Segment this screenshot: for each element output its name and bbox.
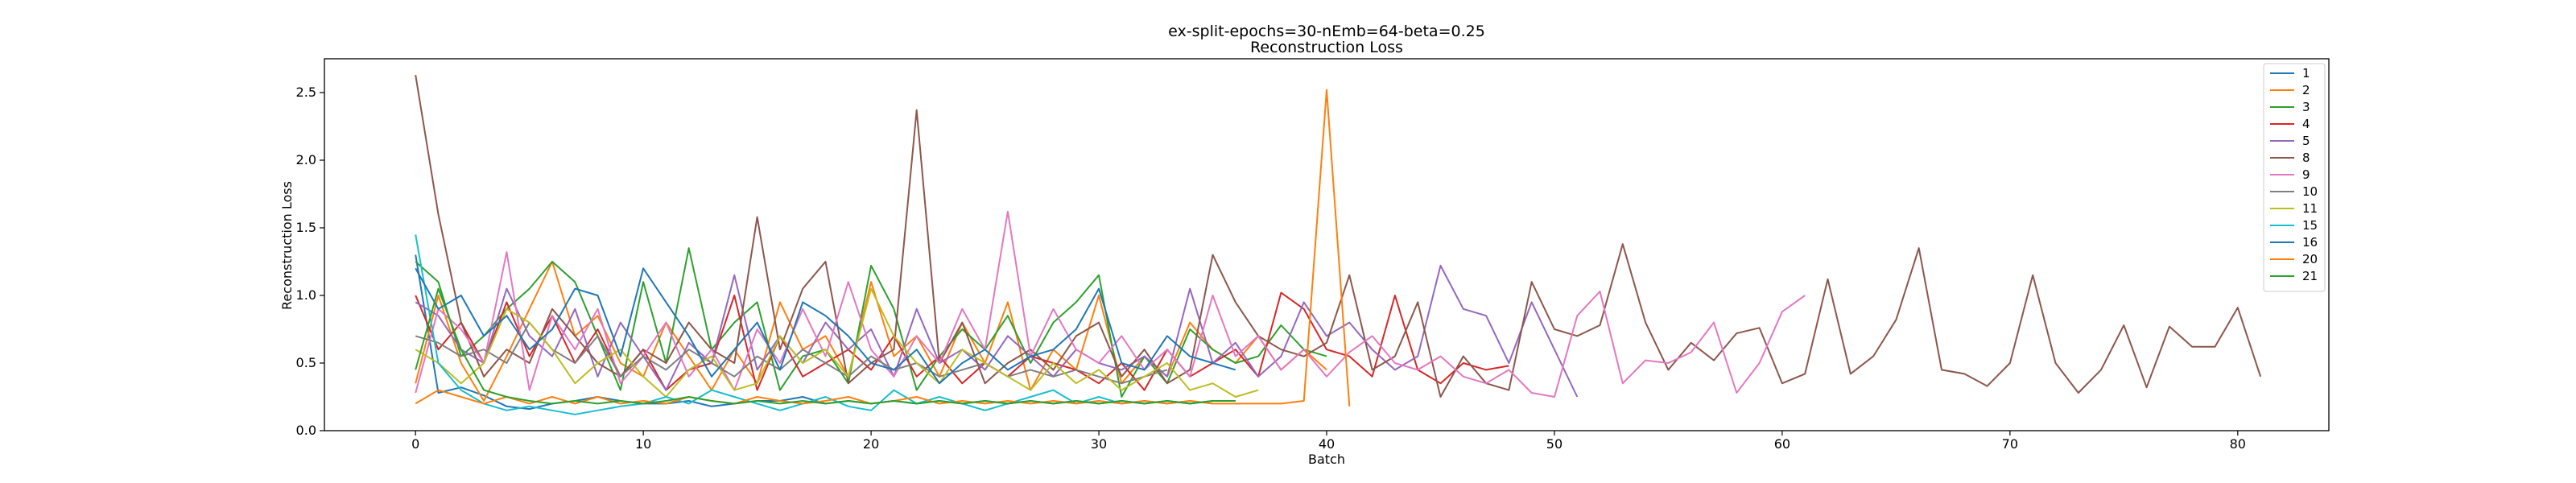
- axes: 0 10 20 30 40 50 60 70 80 0.0 0.5 1.0 1.5 2.0 2.5: [296, 58, 2330, 452]
- y-tick-label: 0.0: [296, 423, 316, 438]
- x-tick-label: 40: [1319, 436, 1335, 452]
- legend-label-9: 9: [2302, 167, 2310, 182]
- series-line-3: [415, 247, 1327, 398]
- series-line-16: [415, 267, 1236, 385]
- legend-label-4: 4: [2302, 117, 2310, 131]
- y-tick-label: 1.0: [296, 287, 316, 303]
- legend-label-11: 11: [2302, 201, 2318, 216]
- series-line-9: [415, 210, 1806, 398]
- legend-label-3: 3: [2302, 100, 2310, 114]
- y-tick-label: 2.0: [296, 152, 316, 167]
- legend-label-20: 20: [2302, 252, 2318, 266]
- legend-label-8: 8: [2302, 151, 2310, 165]
- legend-label-21: 21: [2302, 269, 2318, 283]
- series-line-11: [415, 287, 1259, 398]
- plot-area: [415, 75, 2262, 415]
- legend-label-1: 1: [2302, 66, 2310, 80]
- chart-title: ex-split-epochs=30-nEmb=64-beta=0.25: [1168, 23, 1485, 40]
- x-tick-label: 30: [1091, 436, 1107, 452]
- x-tick-label: 60: [1774, 436, 1790, 452]
- x-tick-label: 80: [2230, 436, 2246, 452]
- series-line-5: [415, 265, 1579, 398]
- x-tick-label: 20: [863, 436, 879, 452]
- legend-label-10: 10: [2302, 184, 2318, 199]
- y-tick-label: 2.5: [296, 85, 316, 100]
- x-axis-label: Batch: [1308, 452, 1345, 467]
- x-tick-label: 0: [411, 436, 419, 452]
- y-tick-label: 1.5: [296, 220, 316, 235]
- y-tick-label: 0.5: [296, 355, 316, 370]
- legend-label-15: 15: [2302, 218, 2318, 233]
- legend-box: [2263, 63, 2326, 292]
- x-tick-label: 10: [635, 436, 651, 452]
- legend-label-2: 2: [2302, 83, 2310, 97]
- x-tick-label: 50: [1546, 436, 1563, 452]
- chart-subtitle: Reconstruction Loss: [1250, 39, 1403, 56]
- series-line-8: [415, 75, 2262, 398]
- legend: 1 2 3 4 5 8 9 10 11 15 16 20 21: [2263, 63, 2326, 292]
- series-line-21: [415, 287, 1236, 405]
- legend-label-5: 5: [2302, 134, 2310, 148]
- legend-label-16: 16: [2302, 235, 2318, 250]
- x-tick-label: 70: [2002, 436, 2018, 452]
- y-axis-label: Reconstruction Loss: [279, 181, 295, 310]
- series-line-4: [415, 291, 1509, 391]
